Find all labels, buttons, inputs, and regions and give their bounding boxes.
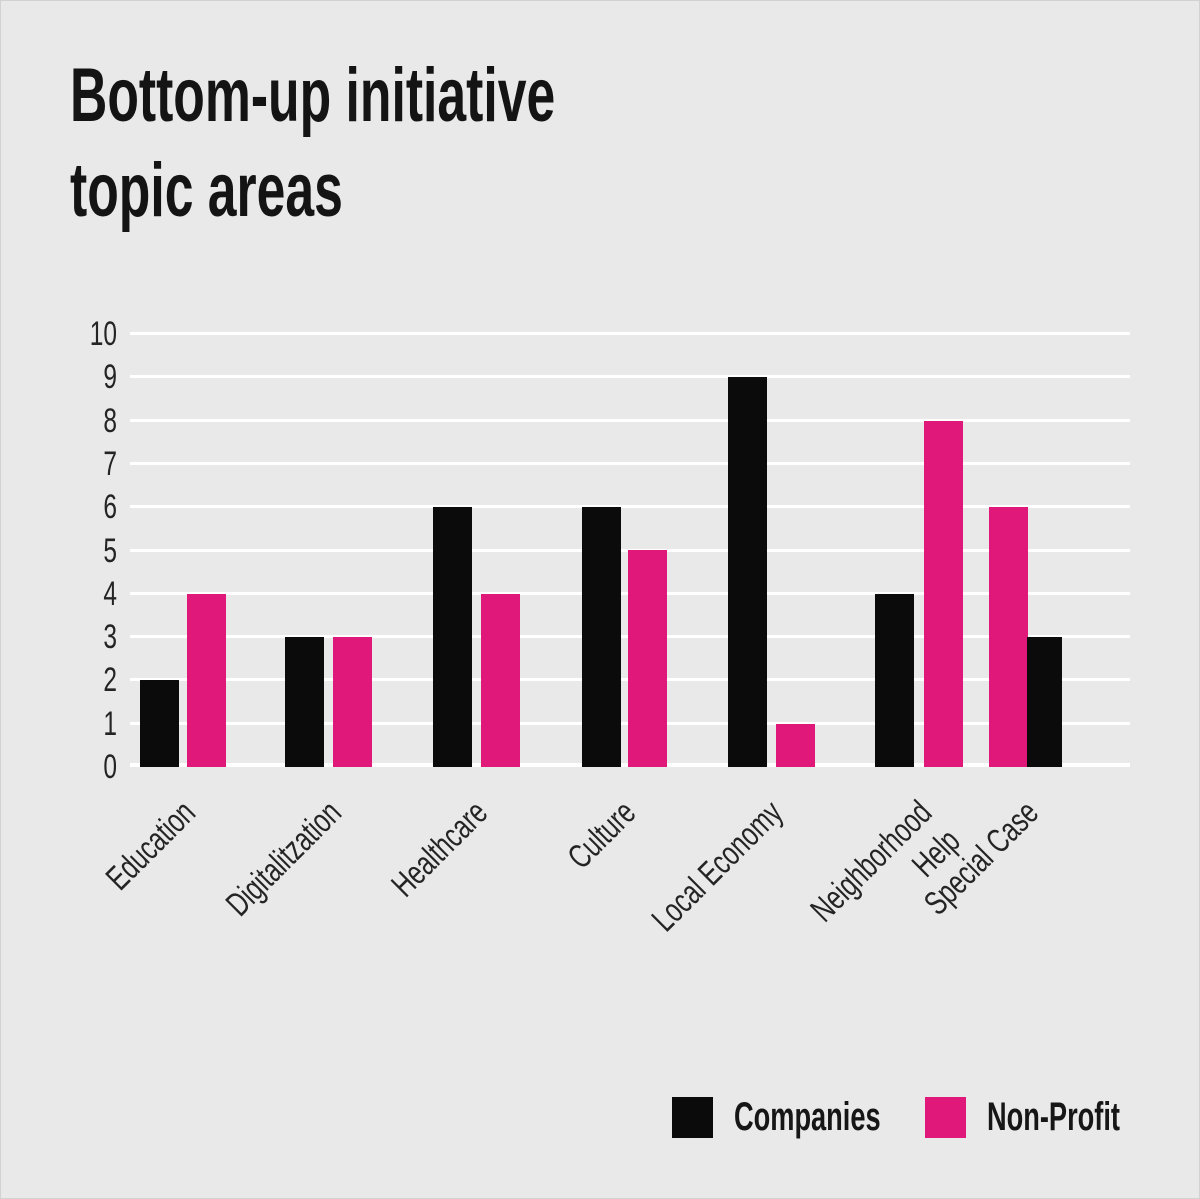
- bar-companies-healthcare: [433, 507, 472, 767]
- chart-title: Bottom-up initiative topic areas: [70, 48, 555, 238]
- y-tick-label-2: 2: [103, 661, 117, 699]
- gridline-y6: [130, 505, 1130, 509]
- legend-item-companies: Companies: [672, 1097, 950, 1138]
- legend-item-non-profit: Non-Profit: [925, 1097, 1183, 1138]
- y-tick-label-7: 7: [103, 445, 117, 483]
- bar-companies-local-economy: [728, 377, 767, 767]
- y-tick-label-8: 8: [103, 402, 117, 440]
- x-label-digitalitzation: Digitalitzation: [218, 793, 349, 924]
- legend-swatch-non-profit: [925, 1097, 966, 1138]
- x-label-local-economy: Local Economy: [644, 793, 790, 939]
- legend-swatch-companies: [672, 1097, 713, 1138]
- legend: Companies Non-Profit: [0, 1097, 1200, 1139]
- bar-companies-digitalitzation: [285, 637, 324, 767]
- y-tick-label-10: 10: [89, 315, 117, 353]
- gridline-y7: [130, 461, 1130, 465]
- y-tick-label-4: 4: [103, 575, 117, 613]
- bar-non-profit-culture: [628, 550, 667, 767]
- bar-companies-neighborhood-help: [875, 594, 914, 767]
- bar-non-profit-neighborhood-help: [924, 421, 963, 767]
- y-tick-label-6: 6: [103, 488, 117, 526]
- y-tick-label-0: 0: [103, 748, 117, 786]
- x-label-culture: Culture: [560, 793, 644, 877]
- chart-title-line2: topic areas: [70, 148, 343, 233]
- bar-non-profit-special-case: [989, 507, 1028, 767]
- x-label-healthcare: Healthcare: [383, 793, 495, 905]
- gridline-y10: [130, 332, 1130, 335]
- y-tick-label-5: 5: [103, 532, 117, 570]
- bar-companies-education: [140, 680, 179, 767]
- gridline-y8: [130, 418, 1130, 422]
- legend-label: Companies: [734, 1095, 881, 1139]
- bar-companies-culture: [582, 507, 621, 767]
- legend-label: Non-Profit: [987, 1095, 1120, 1139]
- y-tick-label-1: 1: [103, 705, 117, 743]
- chart-title-line1: Bottom-up initiative: [70, 53, 556, 138]
- x-label-education: Education: [98, 793, 203, 898]
- bar-non-profit-education: [187, 594, 226, 767]
- bar-non-profit-digitalitzation: [333, 637, 372, 767]
- bar-non-profit-healthcare: [481, 594, 520, 767]
- y-tick-label-3: 3: [103, 618, 117, 656]
- plot-area: [130, 332, 1130, 767]
- gridline-y9: [130, 375, 1130, 379]
- bar-companies-special-case: [1027, 637, 1062, 767]
- bar-non-profit-local-economy: [776, 724, 815, 767]
- y-tick-label-9: 9: [103, 358, 117, 396]
